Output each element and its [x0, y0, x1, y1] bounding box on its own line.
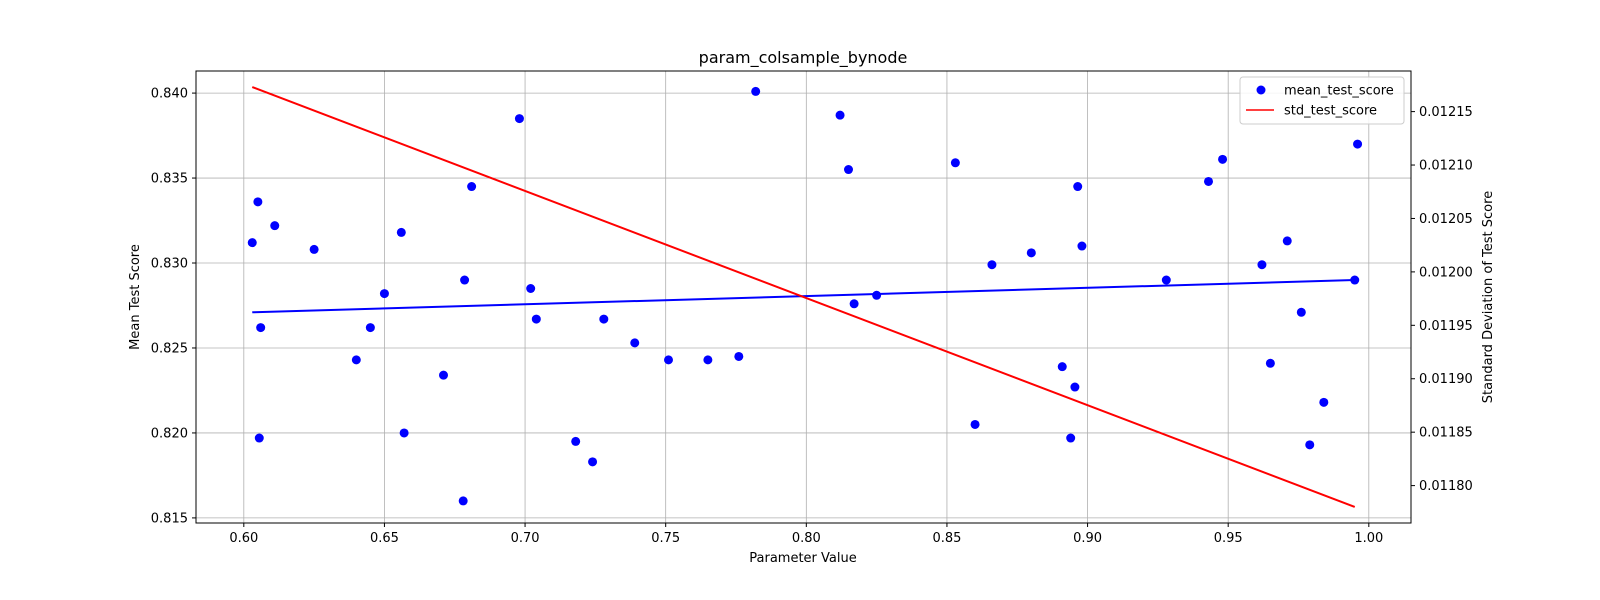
scatter-point	[849, 299, 859, 309]
scatter-point	[396, 227, 406, 237]
y2-tick-label: 0.01205	[1419, 212, 1473, 227]
x-tick-label: 0.90	[1073, 531, 1102, 546]
scatter-point	[1204, 176, 1213, 186]
plot-frame	[195, 70, 1412, 524]
scatter-point	[351, 355, 361, 365]
y-tick-label: 0.840	[151, 87, 188, 102]
scatter-point	[751, 86, 761, 96]
x-axis: 0.60 0.65 0.70 0.75 0.80 0.85 0.90 0.95 1.00	[229, 523, 1383, 546]
legend-label-std: std_test_score	[1284, 104, 1377, 119]
x-tick-label: 0.70	[511, 531, 540, 546]
scatter-point	[734, 351, 744, 361]
y-axis-left: 0.815 0.820 0.825 0.830 0.835 0.840	[151, 87, 196, 526]
chart-title: param_colsample_bynode	[699, 48, 908, 68]
scatter-point	[571, 436, 581, 446]
scatter-point	[365, 323, 375, 333]
y-tick-label: 0.825	[151, 341, 188, 356]
scatter-point	[526, 284, 536, 294]
scatter-point	[309, 244, 319, 254]
scatter-point	[253, 197, 263, 207]
scatter-point	[970, 419, 980, 429]
scatter-point	[1077, 241, 1087, 251]
scatter-point	[1282, 236, 1292, 246]
y2-tick-label: 0.01185	[1419, 426, 1473, 441]
y-axis-title: Mean Test Score	[128, 244, 143, 350]
y2-tick-label: 0.01190	[1419, 372, 1473, 387]
legend-marker-mean	[1256, 85, 1266, 95]
scatter-point	[439, 370, 448, 380]
scatter-point	[531, 314, 541, 324]
scatter-point	[844, 165, 853, 175]
y2-tick-label: 0.01200	[1419, 265, 1473, 280]
x-tick-label: 0.60	[229, 531, 258, 546]
scatter-point	[588, 457, 598, 467]
scatter-point	[872, 290, 882, 300]
scatter-point	[664, 355, 673, 365]
legend-box	[1239, 76, 1405, 125]
scatter-point	[1073, 182, 1083, 192]
y-tick-label: 0.820	[151, 426, 188, 441]
scatter-point	[1296, 307, 1306, 317]
scatter-point	[630, 338, 640, 348]
y-tick-label: 0.835	[151, 172, 188, 187]
scatter-point	[379, 289, 389, 299]
scatter-point	[703, 355, 713, 365]
x-tick-label: 0.95	[1214, 531, 1243, 546]
x-tick-label: 0.85	[932, 531, 961, 546]
scatter-point	[458, 496, 468, 506]
scatter-point	[254, 433, 264, 443]
y2-tick-label: 0.01180	[1419, 479, 1473, 494]
scatter-point	[1319, 397, 1329, 407]
scatter-point	[1265, 358, 1275, 368]
scatter-point	[467, 182, 477, 192]
scatter-point	[835, 110, 845, 120]
x-tick-label: 0.75	[651, 531, 680, 546]
scatter-point	[1070, 382, 1080, 392]
plot-area	[247, 86, 1363, 508]
x-tick-label: 1.00	[1354, 531, 1383, 546]
scatter-point	[1066, 433, 1076, 443]
y2-tick-label: 0.01195	[1419, 319, 1473, 334]
scatter-point	[270, 221, 280, 231]
scatter-point	[514, 114, 524, 124]
legend: mean_test_score std_test_score	[1239, 76, 1405, 125]
scatter-point	[1057, 362, 1067, 372]
y-tick-label: 0.815	[151, 511, 188, 526]
scatter-point	[950, 158, 960, 168]
scatter-point	[1026, 248, 1036, 258]
y2-tick-label: 0.01215	[1419, 105, 1473, 120]
scatter-point	[1161, 275, 1171, 285]
x-tick-label: 0.80	[792, 531, 821, 546]
std-score-line	[251, 86, 1356, 508]
y2-axis-title: Standard Deviation of Test Score	[1481, 191, 1496, 403]
scatter-point	[247, 238, 257, 248]
scatter-point	[460, 275, 470, 285]
legend-label-mean: mean_test_score	[1284, 84, 1394, 99]
scatter-point	[1218, 154, 1228, 164]
scatter-point	[1305, 440, 1315, 450]
y-tick-label: 0.830	[151, 257, 188, 272]
scatter-point	[987, 260, 997, 270]
x-tick-label: 0.65	[370, 531, 399, 546]
scatter-point	[1257, 260, 1267, 270]
scatter-point	[399, 428, 409, 438]
scatter-point	[1353, 139, 1363, 149]
y2-tick-label: 0.01210	[1419, 159, 1473, 174]
scatter-point	[256, 323, 266, 333]
y-axis-right: 0.01180 0.01185 0.01190 0.01195 0.01200 0.012…	[1411, 105, 1473, 494]
x-axis-title: Parameter Value	[749, 551, 856, 566]
scatter-point	[599, 314, 609, 324]
